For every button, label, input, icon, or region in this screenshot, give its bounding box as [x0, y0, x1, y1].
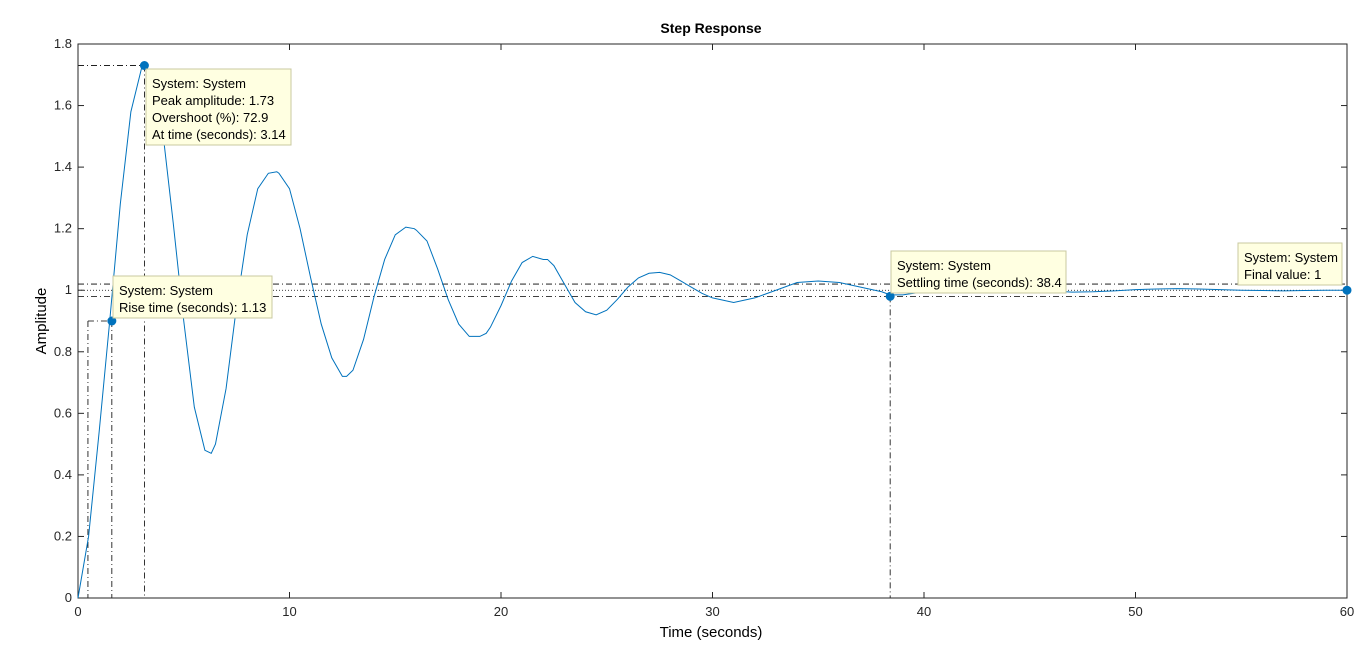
y-tick-label: 1: [65, 282, 72, 297]
y-tick-label: 0.8: [54, 344, 72, 359]
chart-title: Step Response: [660, 20, 761, 36]
rise-time-marker[interactable]: [107, 316, 117, 326]
y-axis-label: Amplitude: [33, 288, 50, 355]
x-tick-label: 10: [282, 604, 296, 619]
y-tick-label: 1.2: [54, 221, 72, 236]
datatip-line: Overshoot (%): 72.9: [152, 110, 268, 125]
y-tick-label: 0.4: [54, 467, 72, 482]
datatip-rise-time: System: System Rise time (seconds): 1.13: [112, 275, 273, 319]
x-tick-label: 30: [705, 604, 719, 619]
datatip-final-value: System: System Final value: 1: [1237, 242, 1343, 286]
tick-labels: 0 10 20 30 40 50 60 0 0.2 0.4 0.6 0.8 1 1.2 1.4 1.6 1.8: [54, 36, 1354, 619]
peak-marker[interactable]: [139, 61, 149, 71]
y-tick-label: 0.2: [54, 528, 72, 543]
y-tick-label: 0: [65, 590, 72, 605]
y-tick-label: 1.4: [54, 159, 72, 174]
x-tick-label: 40: [917, 604, 931, 619]
x-tick-label: 20: [494, 604, 508, 619]
final-value-marker[interactable]: [1342, 285, 1352, 295]
datatip-settling-time: System: System Settling time (seconds): 3…: [890, 250, 1067, 294]
datatip-line: System: System: [897, 258, 991, 273]
x-axis-label: Time (seconds): [660, 624, 763, 641]
datatip-box: [112, 275, 273, 319]
y-tick-label: 1.6: [54, 98, 72, 113]
datatip-box: [145, 68, 292, 146]
datatip-box: [1237, 242, 1343, 286]
datatip-line: System: System: [1244, 250, 1338, 265]
datatip-line: System: System: [119, 283, 213, 298]
datatip-peak: System: System Peak amplitude: 1.73 Oversh…: [145, 68, 292, 146]
datatip-line: Final value: 1: [1244, 267, 1321, 282]
settling-time-marker[interactable]: [885, 291, 895, 301]
x-tick-label: 0: [74, 604, 81, 619]
x-tick-label: 50: [1128, 604, 1142, 619]
plot-area-frame: [77, 43, 1348, 599]
datatip-line: Settling time (seconds): 38.4: [897, 275, 1062, 290]
datatip-line: Rise time (seconds): 1.13: [119, 300, 266, 315]
datatips: System: System Peak amplitude: 1.73 Oversh…: [112, 68, 1343, 319]
y-tick-label: 1.8: [54, 36, 72, 51]
datatip-line: At time (seconds): 3.14: [152, 127, 286, 142]
datatip-box: [890, 250, 1067, 294]
datatip-line: System: System: [152, 76, 246, 91]
reference-lines: [78, 65, 1347, 598]
y-tick-label: 0.6: [54, 405, 72, 420]
x-tick-label: 60: [1340, 604, 1354, 619]
characteristic-markers: [107, 61, 1352, 326]
datatip-line: Peak amplitude: 1.73: [152, 93, 274, 108]
